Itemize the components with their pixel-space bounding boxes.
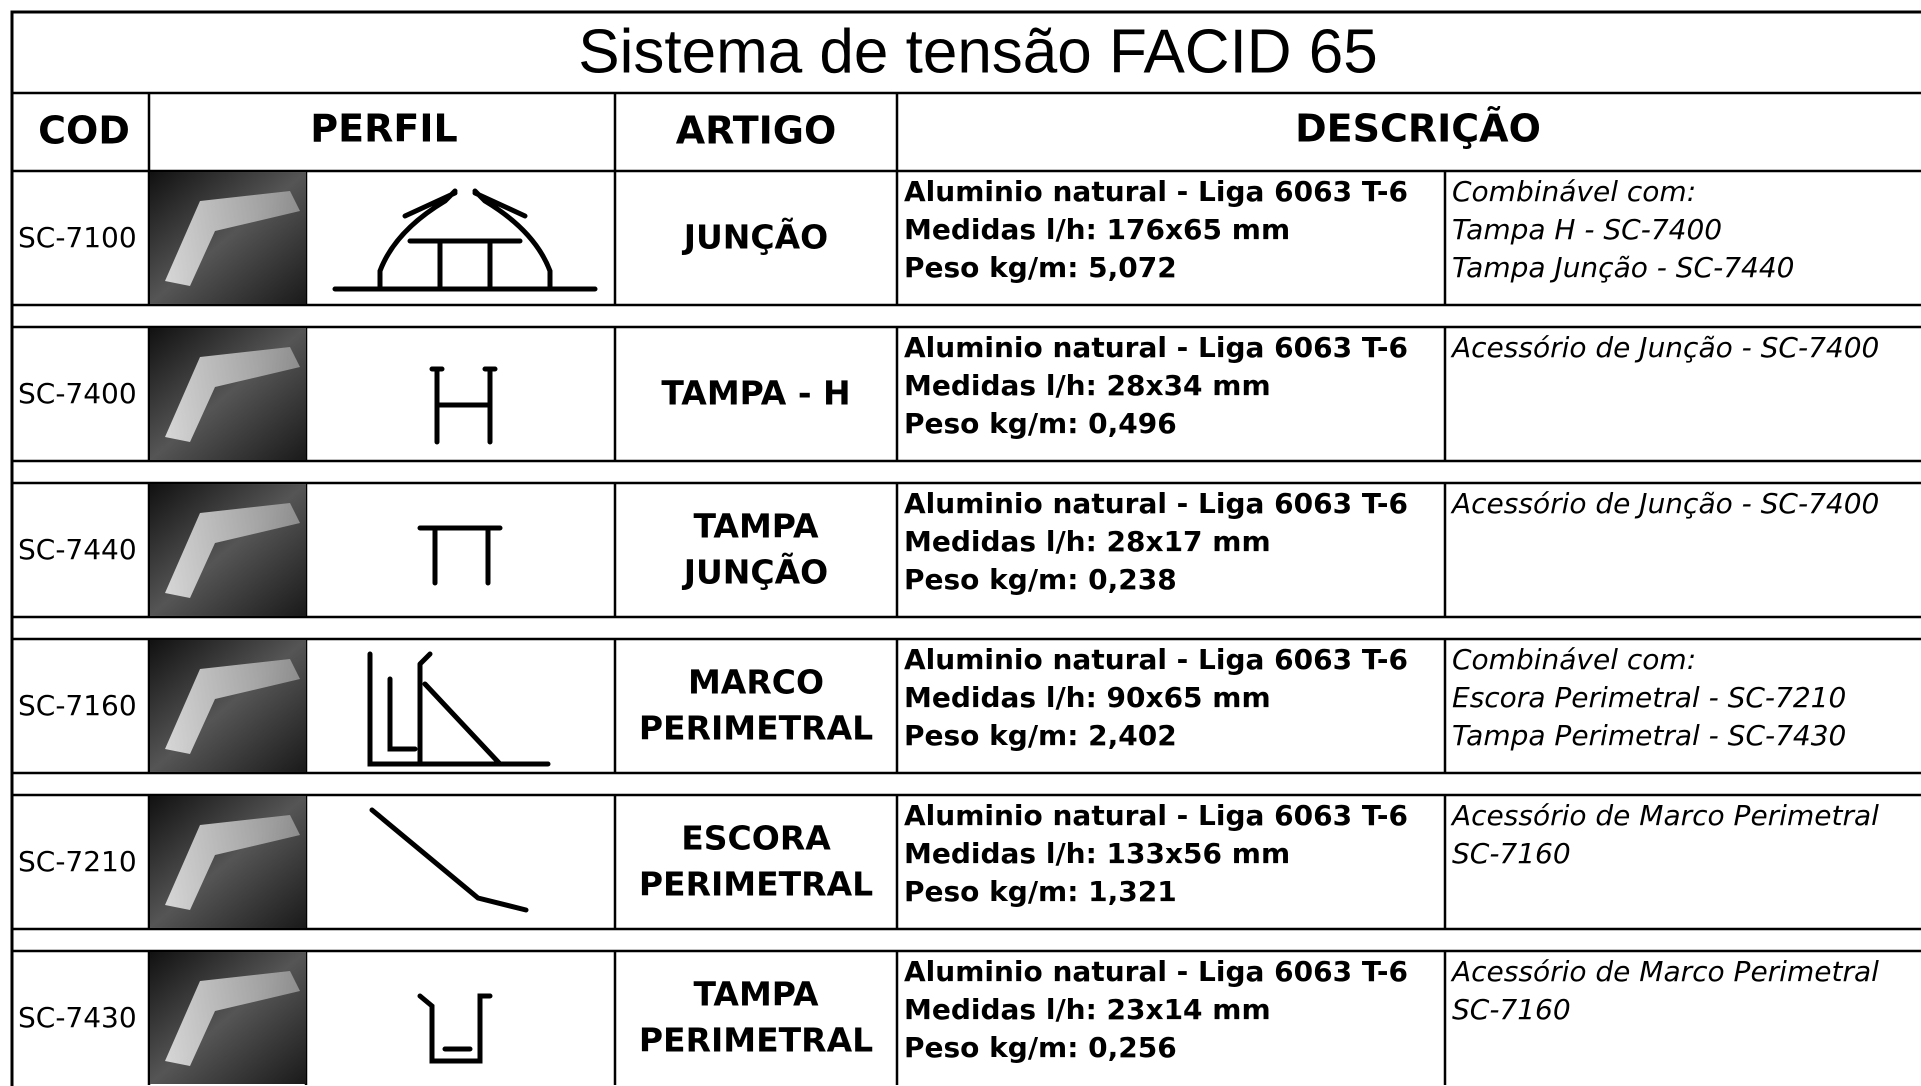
profile-drawing — [369, 807, 529, 913]
description: Peso kg/m: 2,402 — [904, 719, 1177, 752]
description: Medidas l/h: 23x14 mm — [904, 993, 1271, 1026]
cod: SC-7430 — [18, 1001, 137, 1034]
profile-photo-shape — [165, 815, 300, 910]
artigo: JUNÇÃO — [682, 217, 829, 257]
note: Combinável com: — [1452, 175, 1696, 208]
note: SC-7160 — [1452, 837, 1571, 870]
note: Acessório de Junção - SC-7400 — [1450, 487, 1879, 520]
profile-photo — [150, 484, 306, 616]
note: SC-7160 — [1452, 993, 1571, 1026]
note: Acessório de Junção - SC-7400 — [1450, 331, 1879, 364]
artigo: ESCORA — [681, 819, 831, 858]
profile-drawing — [417, 525, 503, 586]
artigo: PERIMETRAL — [639, 709, 873, 748]
header-cod: COD — [38, 109, 130, 153]
description: Aluminio natural - Liga 6063 T-6 — [904, 799, 1408, 832]
header-perfil: PERFIL — [310, 107, 457, 151]
profile-photo-shape — [165, 659, 300, 754]
description: Peso kg/m: 0,238 — [904, 563, 1177, 596]
artigo: TAMPA — [693, 975, 818, 1014]
description: Aluminio natural - Liga 6063 T-6 — [904, 955, 1408, 988]
profile-photo-shape — [165, 503, 300, 598]
profile-photo-shape — [165, 191, 300, 286]
note: Combinável com: — [1452, 643, 1696, 676]
profile-photo-shape — [165, 347, 300, 442]
description: Aluminio natural - Liga 6063 T-6 — [904, 643, 1408, 676]
cod: SC-7400 — [18, 377, 137, 410]
profile-photo — [150, 172, 306, 304]
note: Acessório de Marco Perimetral — [1450, 799, 1879, 832]
cod: SC-7440 — [18, 533, 137, 566]
profile-drawing — [417, 993, 493, 1064]
artigo: JUNÇÃO — [682, 552, 829, 592]
cod: SC-7210 — [18, 845, 137, 878]
description: Peso kg/m: 0,256 — [904, 1031, 1177, 1064]
profile-photo-shape — [165, 971, 300, 1066]
description: Medidas l/h: 133x56 mm — [904, 837, 1290, 870]
artigo: MARCO — [688, 663, 824, 702]
description: Peso kg/m: 0,496 — [904, 407, 1177, 440]
note: Acessório de Marco Perimetral — [1450, 955, 1879, 988]
description: Aluminio natural - Liga 6063 T-6 — [904, 175, 1408, 208]
artigo: PERIMETRAL — [639, 1021, 873, 1060]
profile-drawing — [367, 651, 551, 767]
note: Tampa Perimetral - SC-7430 — [1452, 719, 1846, 752]
outer-border — [10, 10, 1921, 1086]
profile-drawing — [332, 188, 598, 292]
profile-photo — [150, 328, 306, 460]
profile-photo — [150, 640, 306, 772]
title: Sistema de tensão FACID 65 — [578, 17, 1378, 86]
description: Peso kg/m: 5,072 — [904, 251, 1177, 284]
profile-drawing — [429, 366, 498, 445]
artigo: PERIMETRAL — [639, 865, 873, 904]
description: Peso kg/m: 1,321 — [904, 875, 1177, 908]
profile-photo — [150, 952, 306, 1084]
header-descricao: DESCRIÇÃO — [1295, 107, 1541, 151]
cod: SC-7100 — [18, 221, 137, 254]
note: Tampa Junção - SC-7440 — [1452, 251, 1794, 284]
description: Medidas l/h: 28x17 mm — [904, 525, 1271, 558]
note: Escora Perimetral - SC-7210 — [1452, 681, 1846, 714]
cod: SC-7160 — [18, 689, 137, 722]
note: Tampa H - SC-7400 — [1452, 213, 1722, 246]
artigo: TAMPA - H — [661, 374, 850, 413]
description: Medidas l/h: 28x34 mm — [904, 369, 1271, 402]
profile-photo — [150, 796, 306, 928]
description: Aluminio natural - Liga 6063 T-6 — [904, 331, 1408, 364]
description: Medidas l/h: 176x65 mm — [904, 213, 1290, 246]
header-artigo: ARTIGO — [676, 109, 837, 153]
description: Medidas l/h: 90x65 mm — [904, 681, 1271, 714]
description: Aluminio natural - Liga 6063 T-6 — [904, 487, 1408, 520]
artigo: TAMPA — [693, 507, 818, 546]
